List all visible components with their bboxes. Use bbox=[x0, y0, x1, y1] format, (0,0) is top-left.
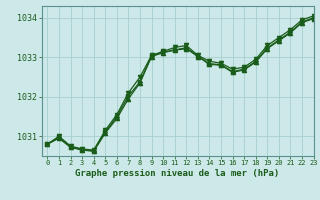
X-axis label: Graphe pression niveau de la mer (hPa): Graphe pression niveau de la mer (hPa) bbox=[76, 169, 280, 178]
